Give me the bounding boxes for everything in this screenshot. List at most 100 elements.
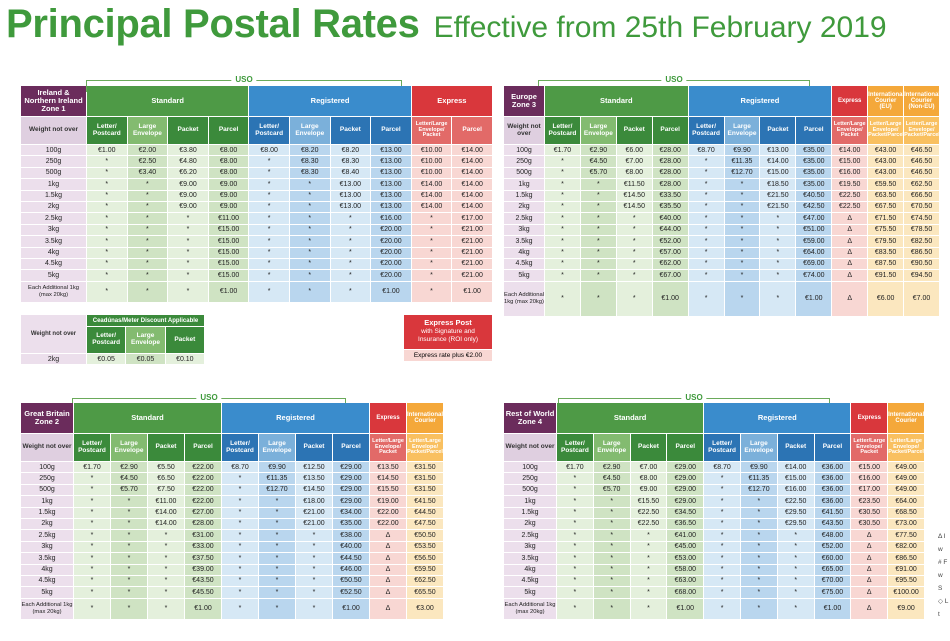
rate-cell: * [704,484,740,496]
table-row: 3kg * * * €45.00 * * * €52.00 Δ €82.00 [504,541,924,553]
rate-cell: * [777,553,814,564]
rate-cell: * [557,575,593,587]
rate-cell: €66.50 [904,190,939,201]
rate-cell: * [760,247,796,258]
rate-cell: * [688,179,724,190]
express-post-header: Express Post with Signature and Insuranc… [404,315,492,349]
rate-cell: €15.00 [777,473,814,484]
rate-cell: * [580,236,616,247]
rate-cell: €9.90 [259,462,295,473]
rate-cell: €50.50 [407,530,443,541]
rate-cell: €19.00 [370,496,406,507]
rate-cell: €35.00 [796,179,832,190]
rate-cell: * [289,213,330,224]
table-row: 500g * €5.70 €8.00 €28.00 * €12.70 €15.00 €35.00… [504,167,939,179]
rate-cell: * [760,224,796,236]
rate-cell: €9.00 [168,201,208,213]
rate-cell: €18.50 [760,179,796,190]
rate-cell: €6.00 [868,281,904,316]
table-row: 1.5kg * * €9.00 €9.00 * * €13.00 €13.00 €14.00 €14… [21,190,492,201]
rate-cell: Δ [832,236,868,247]
table-row: 3.5kg * * * €37.50 * * * €44.50 Δ €56.50 [21,553,443,564]
rate-cell: * [296,553,332,564]
rate-cell: €11.35 [259,473,295,484]
rate-cell: * [222,553,258,564]
rate-cell: * [688,156,724,167]
rate-cell: €9.00 [168,179,208,190]
column-header: Parcel [652,117,688,144]
rate-cell: €9.00 [630,484,667,496]
rate-cell: €15.00 [208,236,249,247]
rate-cell: €35.00 [796,167,832,179]
rate-cell: €15.00 [208,224,249,236]
table-row: 4kg * * * €39.00 * * * €46.00 Δ €59.50 [21,564,443,575]
meter-discount-table: Weight not over Ceadúnas/Meter Discount … [20,314,205,365]
rate-cell: * [777,598,814,619]
weight-cell: 2.5kg [504,213,544,224]
rate-cell: €59.00 [796,236,832,247]
rate-cell: €12.70 [259,484,295,496]
rate-cell: €77.50 [888,530,924,541]
rate-cell: * [545,224,580,236]
rate-cell: €46.00 [333,564,369,575]
rate-cell: €1.00 [185,598,221,619]
rate-cell: * [740,518,777,530]
rate-cell: * [557,518,593,530]
rate-cell: €8.70 [704,462,740,473]
rate-cell: * [296,564,332,575]
rate-cell: €14.50 [296,484,332,496]
rate-cell: * [630,553,667,564]
rate-cell: * [557,473,593,484]
rate-cell: €36.50 [667,518,704,530]
rate-cell: €69.00 [796,258,832,270]
rate-cell: €35.00 [796,156,832,167]
rate-cell: * [259,496,295,507]
rate-cell: Δ [370,587,406,598]
rate-cell: €13.00 [760,145,796,156]
rate-cell: * [557,507,593,518]
rate-cell: €2.50 [127,156,168,167]
rate-cell: €8.20 [330,145,371,156]
rate-cell: €14.00 [452,201,492,213]
discount-weight: 2kg [21,354,86,365]
rate-cell: * [557,587,593,598]
rate-cell: * [127,270,168,281]
rate-cell: €11.35 [740,473,777,484]
rate-cell: €14.00 [148,507,184,518]
rate-cell: €63.00 [667,575,704,587]
column-header: Large Envelope [724,117,760,144]
column-header: Large Envelope [259,434,295,461]
table-row: 2.5kg * * * €41.00 * * * €48.00 Δ €77.50 [504,530,924,541]
table-row: 5kg * * * €68.00 * * * €75.00 Δ €100.00 [504,587,924,598]
rate-cell: €73.00 [888,518,924,530]
rate-cell: * [289,270,330,281]
column-header: Letter/ Postcard [545,117,580,144]
rate-cell: * [148,598,184,619]
rate-cell: * [593,518,630,530]
rate-cell: €53.50 [407,541,443,553]
rate-cell: €3.80 [168,145,208,156]
rate-cell: * [593,553,630,564]
rate-cell: €1.70 [557,462,593,473]
column-header: Parcel [371,117,411,144]
table-row: 250g * €2.50 €4.80 €8.00 * €8.30 €8.30 €13.00 €10… [21,156,492,167]
rate-cell: €21.00 [452,224,492,236]
rate-cell: * [249,190,289,201]
rate-cell: €12.70 [724,167,760,179]
rate-cell: €62.50 [904,179,939,190]
rate-cell: Δ [832,258,868,270]
rate-cell: €43.50 [185,575,221,587]
rate-cell: * [330,224,371,236]
weight-cell: 100g [504,145,544,156]
rate-cell: * [168,236,208,247]
rate-cell: €34.50 [667,507,704,518]
group-header-standard: Standard [87,86,249,116]
rate-cell: * [688,281,724,316]
rate-cell: €45.00 [667,541,704,553]
rate-cell: * [724,247,760,258]
rate-cell: €22.00 [185,496,221,507]
rate-cell: €13.50 [370,462,406,473]
column-header: Letter/Large Envelope/ Packet/Parcel [868,117,904,144]
rate-cell: €15.00 [208,270,249,281]
rate-cell: €12.70 [740,484,777,496]
